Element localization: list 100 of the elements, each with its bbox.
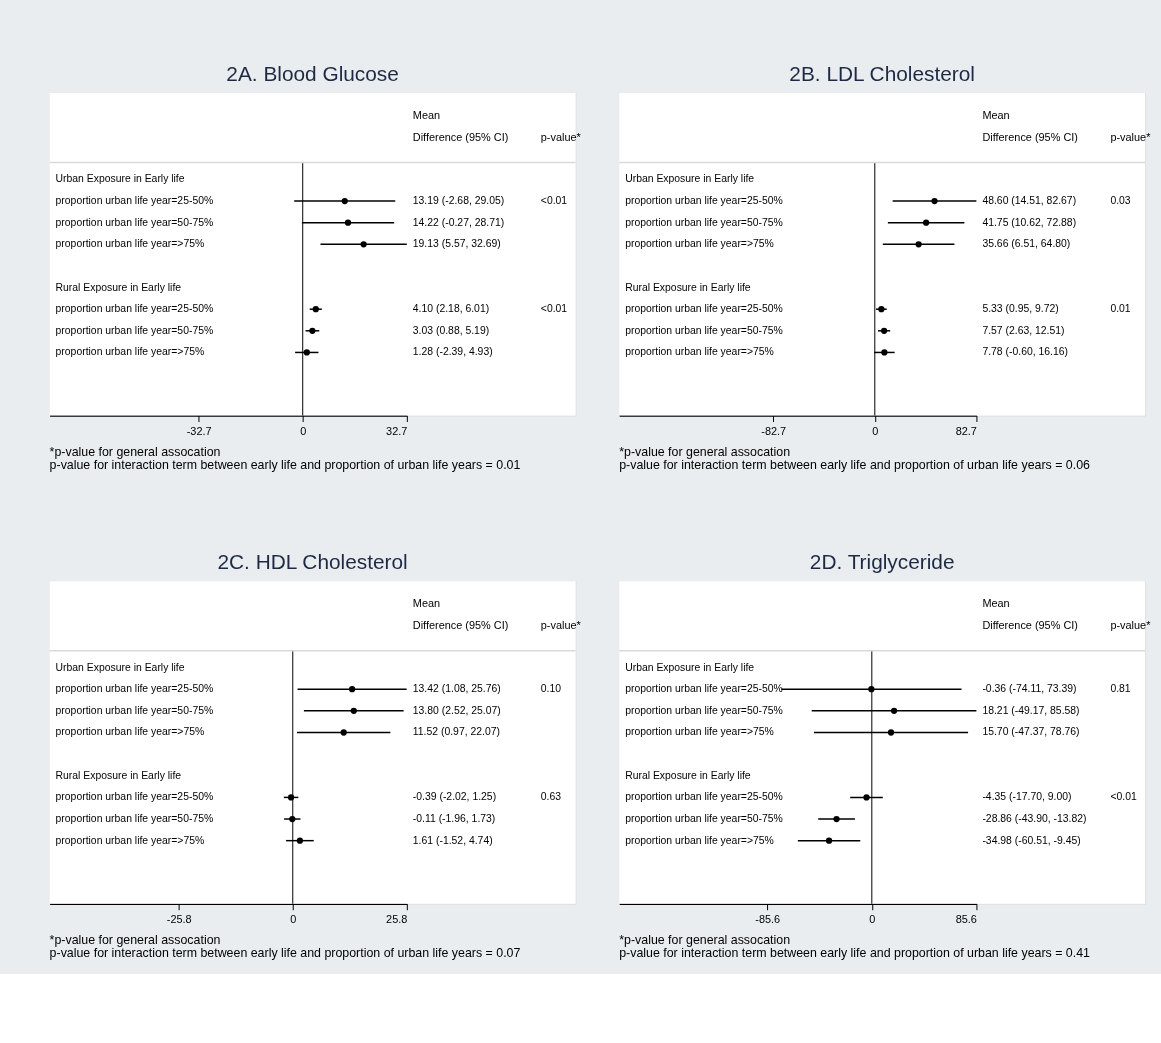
x-tick-label: -25.8 [166,913,192,926]
y-tick-label: Urban Exposure in Early life [55,173,185,185]
text: 41.75 (10.62, 72.88) [982,216,1077,228]
text: 19.13 (5.57, 32.69) [412,238,501,250]
y-tick-label: proportion urban life year=50-75% [625,813,783,824]
y-tick-label: proportion urban life year=>75% [55,834,205,846]
text: *p-value for general assocation [619,445,791,460]
text: -0.11 (-1.96, 1.73) [412,813,496,824]
text: p-value for interaction term between early life and proportion of urban life years = 0.41 [619,946,1091,961]
y-tick-label: proportion urban life year=50-75% [55,216,214,228]
text: 13.80 (2.52, 25.07) [412,704,501,716]
text: 48.60 (14.51, 82.67) [982,194,1077,206]
y-tick-label: proportion urban life year=25-50% [625,194,783,206]
text: -0.36 (-74.11, 73.39) [982,683,1077,695]
y-tick-label: proportion urban life year=>75% [625,834,774,846]
y-tick-label: proportion urban life year=50-75% [55,324,214,336]
text: 0.63 [540,791,562,803]
text: p-value for interaction term between early life and proportion of urban life years = 0.06 [619,458,1091,473]
y-tick-label: proportion urban life year=>75% [55,346,205,358]
text: 3.03 (0.88, 5.19) [412,324,490,336]
chart-title: 2C. HDL Cholesterol [217,550,408,574]
text: 7.78 (-0.60, 16.16) [982,346,1069,358]
y-tick-label: proportion urban life year=>75% [625,726,774,738]
text: p-value for interaction term between early life and proportion of urban life years = 0.07 [49,946,521,961]
y-tick-label: Rural Exposure in Early life [55,281,182,293]
text: -4.35 (-17.70, 9.00) [982,791,1072,803]
y-tick-label: proportion urban life year=25-50% [625,303,783,315]
text: Difference (95% CI) [412,618,509,631]
text: -28.86 (-43.90, -13.82) [982,813,1087,824]
y-tick-label: proportion urban life year=25-50% [625,683,783,695]
x-tick-label: 25.8 [386,913,408,926]
text: Mean [982,597,1010,610]
text: 5.33 (0.95, 9.72) [982,303,1059,315]
chart-title: 2D. Triglyceride [809,550,955,574]
y-tick-label: proportion urban life year=25-50% [55,683,214,695]
text: 0.01 [1110,303,1131,315]
y-tick-label: proportion urban life year=50-75% [55,704,214,716]
y-tick-label: Urban Exposure in Early life [55,661,185,673]
text: Mean [982,108,1010,121]
text: 15.70 (-47.37, 78.76) [982,726,1080,738]
y-tick-label: proportion urban life year=50-75% [625,324,783,336]
y-tick-label: proportion urban life year=>75% [55,238,205,250]
text: <0.01 [540,194,568,206]
y-tick-label: proportion urban life year=25-50% [55,194,214,206]
text: p-value for interaction term between early life and proportion of urban life years = 0.01 [49,458,521,473]
text: Difference (95% CI) [412,130,509,143]
text: <0.01 [1110,791,1137,803]
text: p-value* [540,130,582,143]
y-tick-label: Rural Exposure in Early life [625,281,751,293]
text: p-value* [1110,130,1152,143]
text: 13.42 (1.08, 25.76) [412,683,501,695]
text: 1.61 (-1.52, 4.74) [412,834,493,846]
text: *p-value for general assocation [49,933,221,948]
x-tick-label: 0 [300,424,307,437]
text: 0.81 [1110,683,1131,695]
x-tick-label: 32.7 [386,424,408,437]
x-tick-label: 0 [872,424,879,437]
y-tick-label: proportion urban life year=>75% [625,238,774,250]
y-tick-label: proportion urban life year=50-75% [55,813,214,824]
text: 1.28 (-2.39, 4.93) [412,346,493,358]
text: -34.98 (-60.51, -9.45) [982,834,1081,846]
text: p-value* [540,618,582,631]
x-tick-label: 82.7 [955,424,977,437]
text: -0.39 (-2.02, 1.25) [412,791,497,803]
text: 18.21 (-49.17, 85.58) [982,704,1080,716]
text: 4.10 (2.18, 6.01) [412,303,490,315]
text: 7.57 (2.63, 12.51) [982,324,1065,336]
y-tick-label: Rural Exposure in Early life [55,769,182,781]
x-tick-label: 85.6 [955,913,977,926]
y-tick-label: Urban Exposure in Early life [625,173,755,185]
text: *p-value for general assocation [619,933,791,948]
text: *p-value for general assocation [49,445,221,460]
x-tick-label: -85.6 [755,913,781,926]
chart-title: 2B. LDL Cholesterol [789,62,975,86]
y-tick-label: proportion urban life year=50-75% [625,216,783,228]
text: 0.10 [540,683,562,695]
x-tick-label: -32.7 [186,424,212,437]
y-tick-label: proportion urban life year=>75% [625,346,774,358]
y-tick-label: Urban Exposure in Early life [625,661,755,673]
x-tick-label: 0 [290,913,297,926]
y-tick-label: Rural Exposure in Early life [625,769,751,781]
text: 35.66 (6.51, 64.80) [982,238,1071,250]
text: Difference (95% CI) [982,618,1078,631]
x-tick-label: -82.7 [761,424,787,437]
text: Mean [412,108,441,121]
chart-title: 2A. Blood Glucose [226,62,399,86]
y-tick-label: proportion urban life year=25-50% [625,791,783,803]
y-tick-label: proportion urban life year=25-50% [55,303,214,315]
y-tick-label: proportion urban life year=>75% [55,726,205,738]
y-tick-label: proportion urban life year=25-50% [55,791,214,803]
text: 11.52 (0.97, 22.07) [412,726,500,738]
y-tick-label: proportion urban life year=50-75% [625,704,783,716]
text: Mean [412,597,441,610]
text: p-value* [1110,618,1152,631]
text: 13.19 (-2.68, 29.05) [412,194,505,206]
text: Difference (95% CI) [982,130,1078,143]
text: 14.22 (-0.27, 28.71) [412,216,505,228]
x-tick-label: 0 [869,913,876,926]
text: 0.03 [1110,194,1131,206]
text: <0.01 [540,303,568,315]
